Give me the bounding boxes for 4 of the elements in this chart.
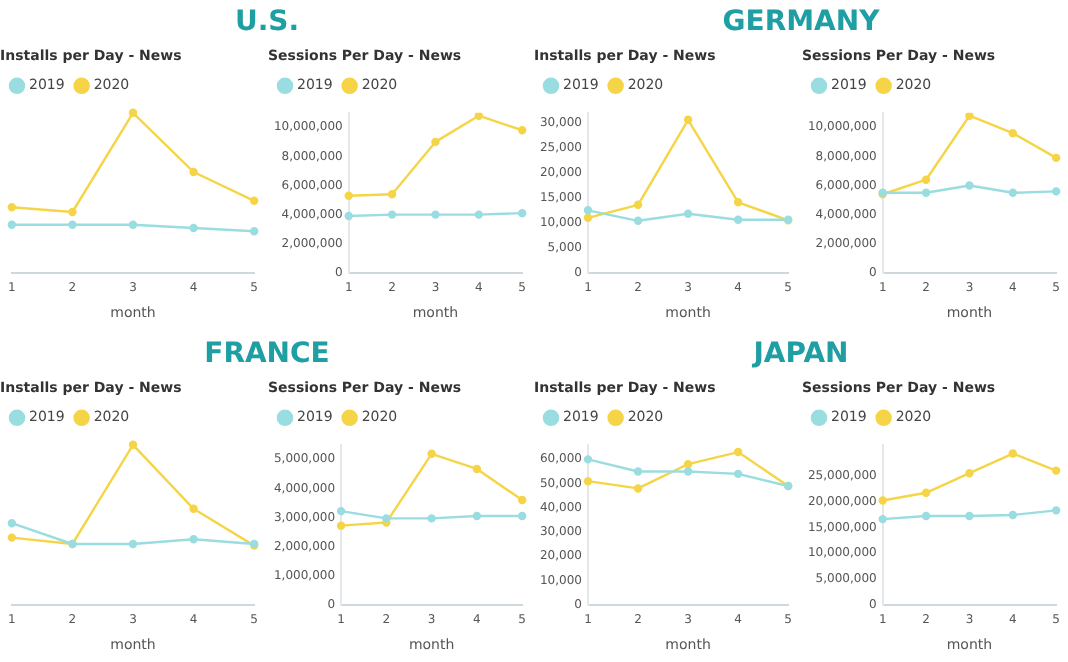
chart-title: FRANCE bbox=[202, 335, 332, 373]
chart-title: GERMANY bbox=[720, 4, 882, 42]
chart-title: JAPAN bbox=[750, 335, 851, 373]
chart-title: U.S. bbox=[232, 4, 302, 42]
